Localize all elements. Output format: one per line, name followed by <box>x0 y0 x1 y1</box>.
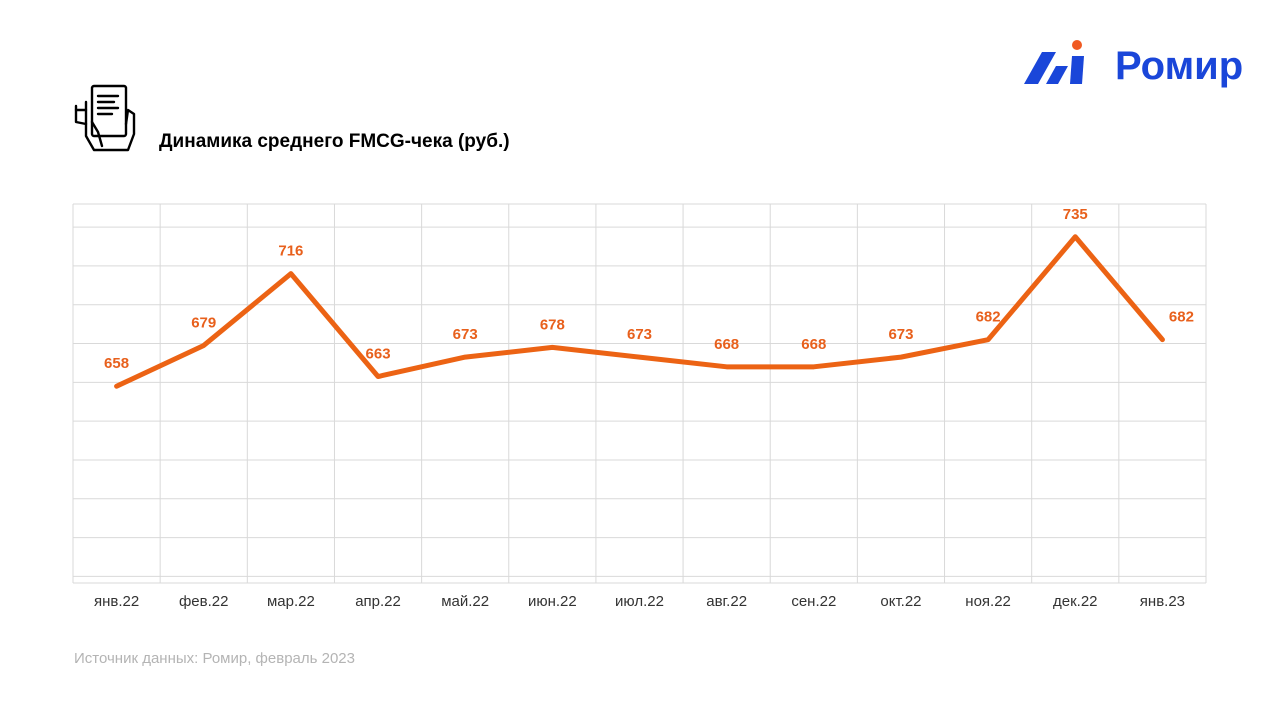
romir-logo-mark <box>1024 40 1084 84</box>
data-label: 673 <box>888 326 913 343</box>
x-tick-label: мар.22 <box>267 593 315 610</box>
data-label: 682 <box>976 309 1001 326</box>
x-tick-label: фев.22 <box>179 593 229 610</box>
x-tick-label: апр.22 <box>355 593 401 610</box>
data-label: 673 <box>453 326 478 343</box>
x-tick-label: сен.22 <box>791 593 836 610</box>
series-line-group <box>114 234 1165 389</box>
x-tick-label: авг.22 <box>706 593 747 610</box>
x-tick-label: ноя.22 <box>965 593 1011 610</box>
data-label: 716 <box>278 243 303 260</box>
chart-grid <box>72 203 1207 584</box>
x-tick-label: янв.22 <box>94 593 139 610</box>
data-label: 682 <box>1169 309 1194 326</box>
x-tick-label: окт.22 <box>880 593 921 610</box>
x-tick-label: дек.22 <box>1053 593 1098 610</box>
chart-title: Динамика среднего FMCG-чека (руб.) <box>159 131 510 152</box>
data-label: 658 <box>104 355 129 372</box>
data-label: 663 <box>366 346 391 363</box>
data-label: 668 <box>714 336 739 353</box>
data-label: 678 <box>540 316 565 333</box>
receipt-hand-icon <box>74 84 136 152</box>
x-tick-label: июн.22 <box>528 593 577 610</box>
x-tick-label: май.22 <box>441 593 489 610</box>
x-tick-label: янв.23 <box>1140 593 1185 610</box>
data-label: 735 <box>1063 206 1088 223</box>
x-axis-tick-labels: янв.22 фев.22 мар.22 апр.22 май.22 июн.22 июл.… <box>94 593 1185 610</box>
data-label: 679 <box>191 314 216 331</box>
data-label: 673 <box>627 326 652 343</box>
x-tick-label: июл.22 <box>615 593 664 610</box>
source-note: Источник данных: Ромир, февраль 2023 <box>74 650 355 667</box>
data-label: 668 <box>801 336 826 353</box>
logo-text: Ромир <box>1115 44 1244 88</box>
series-line <box>114 234 1165 389</box>
data-labels: 658 679 716 663 673 678 673 668 668 673 682 735 682 <box>104 206 1194 372</box>
romir-logo: Ромир <box>1022 40 1244 96</box>
